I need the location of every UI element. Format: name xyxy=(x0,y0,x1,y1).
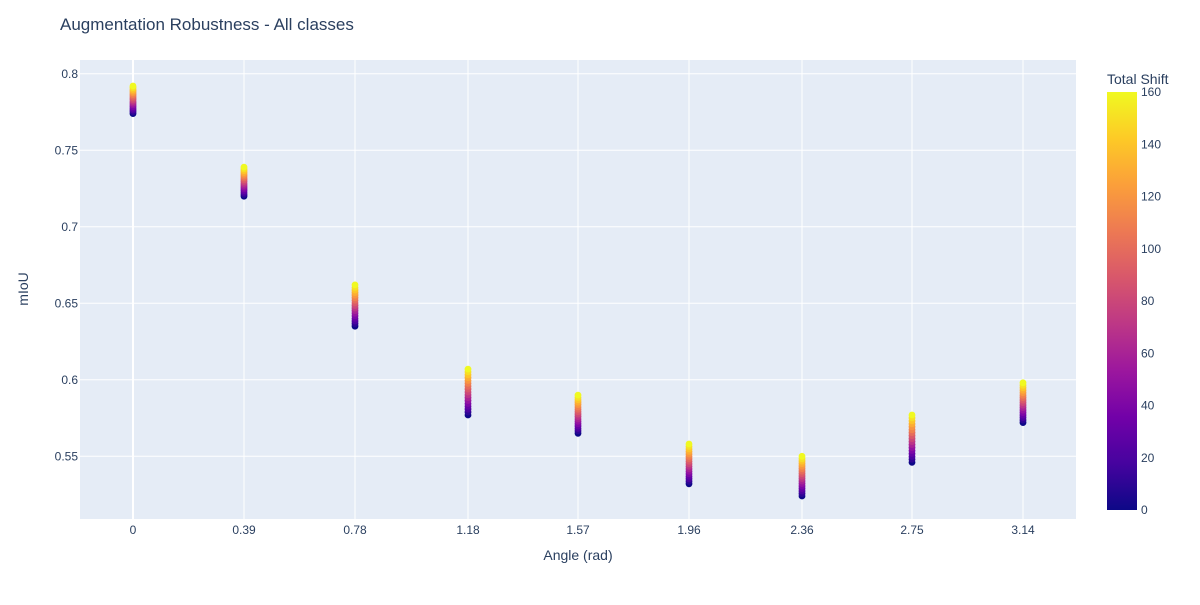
colorbar-tick-label: 20 xyxy=(1141,451,1155,465)
colorbar xyxy=(1107,92,1137,510)
colorbar-ticks: 160 140 120 100 80 60 40 20 0 xyxy=(1141,85,1161,517)
x-tick-label: 3.14 xyxy=(1011,523,1035,537)
data-point xyxy=(908,411,916,419)
x-tick-label: 1.57 xyxy=(566,523,590,537)
y-tick-label: 0.75 xyxy=(55,143,79,157)
x-tick-label: 1.96 xyxy=(677,523,701,537)
colorbar-tick-label: 60 xyxy=(1141,346,1155,360)
x-tick-label: 1.18 xyxy=(456,523,480,537)
data-point xyxy=(351,281,359,289)
y-axis-ticks: 0.8 0.75 0.7 0.65 0.6 0.55 xyxy=(55,67,79,463)
x-axis-label: Angle (rad) xyxy=(543,547,612,563)
colorbar-title: Total Shift xyxy=(1107,71,1169,87)
x-tick-label: 2.75 xyxy=(900,523,924,537)
grid-lines xyxy=(80,60,1076,519)
y-axis-label: mIoU xyxy=(15,272,31,305)
data-point xyxy=(464,365,472,373)
y-tick-label: 0.65 xyxy=(55,296,79,310)
colorbar-tick-label: 40 xyxy=(1141,399,1155,413)
data-point xyxy=(574,391,582,399)
data-point xyxy=(685,440,693,448)
colorbar-tick-label: 100 xyxy=(1141,242,1161,256)
x-tick-label: 0.78 xyxy=(343,523,367,537)
chart-title: Augmentation Robustness - All classes xyxy=(60,15,354,34)
data-point xyxy=(1019,379,1027,387)
colorbar-tick-label: 0 xyxy=(1141,503,1148,517)
y-tick-label: 0.8 xyxy=(61,67,78,81)
colorbar-tick-label: 120 xyxy=(1141,190,1161,204)
data-point xyxy=(798,452,806,460)
x-tick-label: 0 xyxy=(130,523,137,537)
y-tick-label: 0.6 xyxy=(61,373,78,387)
colorbar-tick-label: 160 xyxy=(1141,85,1161,99)
data-point xyxy=(240,163,248,171)
colorbar-tick-label: 140 xyxy=(1141,137,1161,151)
x-tick-label: 0.39 xyxy=(232,523,256,537)
x-axis-ticks: 0 0.39 0.78 1.18 1.57 1.96 2.36 2.75 3.14 xyxy=(130,523,1035,537)
y-tick-label: 0.55 xyxy=(55,449,79,463)
data-points xyxy=(129,82,1027,500)
y-tick-label: 0.7 xyxy=(61,220,78,234)
x-tick-label: 2.36 xyxy=(790,523,814,537)
colorbar-tick-label: 80 xyxy=(1141,294,1155,308)
data-point xyxy=(129,82,137,90)
